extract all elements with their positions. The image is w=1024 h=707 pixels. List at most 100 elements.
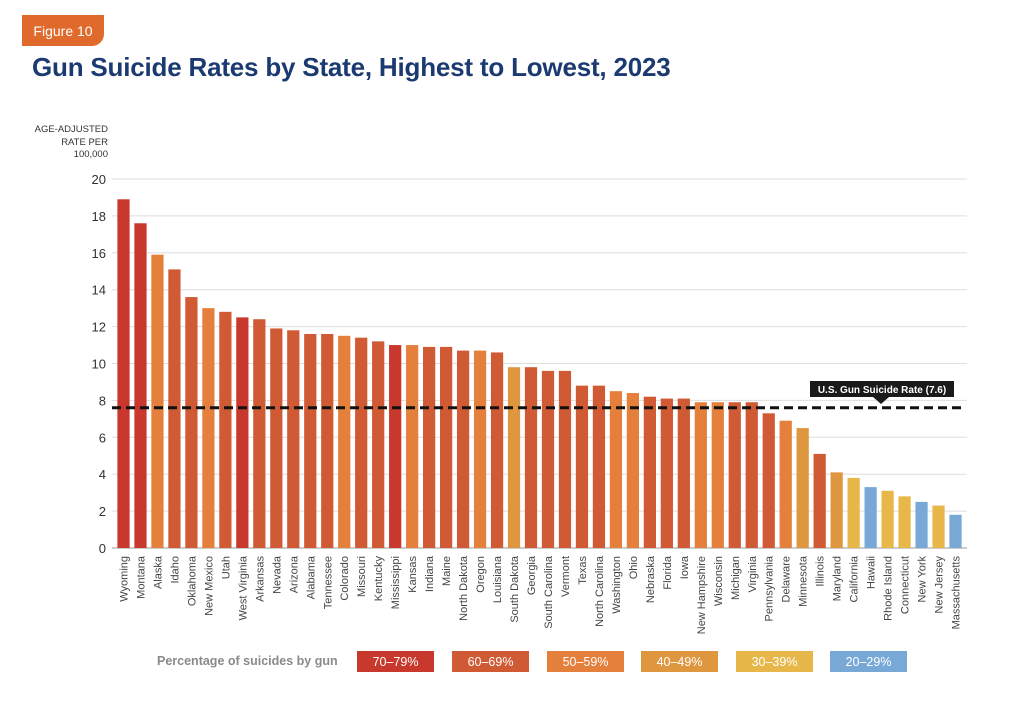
x-tick-label: Texas (577, 556, 589, 585)
y-axis-label: AGE-ADJUSTED RATE PER 100,000 (28, 124, 108, 162)
x-tick-label: Montana (135, 555, 147, 599)
bar (134, 223, 147, 548)
bar (253, 319, 266, 548)
bar (949, 514, 962, 548)
legend-item-70-79: 70–79% (357, 651, 434, 672)
legend-item-40-49: 40–49% (641, 651, 718, 672)
x-tick-label: Maine (441, 556, 453, 586)
bar (507, 367, 521, 548)
x-tick-label: Illinois (815, 556, 827, 587)
bar (541, 370, 555, 548)
bar (745, 402, 758, 548)
bar (813, 453, 826, 548)
x-tick-label: Tennessee (322, 556, 334, 609)
legend-item-60-69: 60–69% (452, 651, 529, 672)
bar (609, 391, 623, 548)
y-tick-label: 6 (99, 430, 106, 445)
x-tick-label: Washington (611, 556, 623, 614)
x-tick-label: Florida (662, 555, 674, 590)
x-tick-label: Missouri (356, 556, 368, 597)
x-tick-label: Colorado (339, 556, 351, 601)
x-tick-label: Wyoming (118, 556, 130, 602)
figure-label: Figure 10 (22, 15, 104, 46)
x-tick-label: Hawaii (866, 556, 878, 589)
legend-item-20-29: 20–29% (830, 651, 907, 672)
x-tick-label: Minnesota (798, 555, 810, 607)
y-tick-label: 16 (92, 246, 106, 261)
y-tick-label: 10 (92, 357, 106, 372)
bar (796, 428, 809, 548)
bar (151, 254, 164, 548)
x-tick-label: New Mexico (203, 556, 215, 616)
y-tick-label: 18 (92, 209, 106, 224)
x-tick-label: Kansas (407, 556, 419, 593)
bar (304, 333, 317, 548)
bar (677, 398, 690, 548)
x-tick-label: South Dakota (509, 555, 521, 623)
x-tick-label: Michigan (730, 556, 742, 600)
bar (779, 420, 792, 548)
x-tick-label: North Carolina (594, 555, 606, 627)
bar (762, 413, 775, 548)
x-tick-label: South Carolina (543, 555, 555, 629)
bar (321, 333, 334, 548)
x-tick-label: Massachusetts (951, 556, 963, 630)
bar (694, 402, 707, 548)
reference-label-box (810, 381, 954, 397)
y-tick-label: 0 (99, 541, 106, 556)
x-tick-label: Arkansas (254, 556, 266, 602)
x-tick-label: West Virginia (237, 555, 249, 620)
bar (728, 402, 741, 548)
bar (915, 501, 928, 548)
y-tick-label: 20 (92, 172, 106, 187)
bar (847, 477, 860, 548)
x-tick-label: Georgia (526, 555, 538, 595)
bar (202, 308, 215, 548)
x-tick-label: Kentucky (373, 556, 385, 602)
x-tick-label: Mississippi (390, 556, 402, 609)
x-tick-label: Wisconsin (713, 556, 725, 606)
bar (864, 487, 877, 548)
y-axis-label-line: 100,000 (73, 149, 108, 160)
bar (711, 402, 724, 548)
x-tick-label: Iowa (679, 555, 691, 579)
x-tick-label: Idaho (169, 556, 181, 584)
bar (524, 367, 538, 548)
bar (439, 346, 453, 548)
bar (643, 396, 656, 548)
bar (830, 472, 843, 548)
y-tick-label: 14 (92, 283, 106, 298)
x-tick-label: Nevada (271, 555, 283, 594)
bar (592, 385, 606, 548)
x-tick-label: New Hampshire (696, 556, 708, 634)
bar (372, 341, 385, 548)
bar (270, 328, 283, 548)
reference-label-pointer (873, 397, 889, 404)
x-tick-label: Pennsylvania (764, 555, 776, 621)
x-tick-label: Oregon (475, 556, 487, 593)
bar (473, 350, 487, 548)
y-tick-label: 4 (99, 467, 106, 482)
chart-title: Gun Suicide Rates by State, Highest to L… (32, 52, 671, 82)
y-tick-label: 8 (99, 393, 106, 408)
y-axis-label-line: AGE-ADJUSTED (34, 124, 108, 135)
bar (660, 398, 673, 548)
y-axis-label-line: RATE PER (61, 136, 108, 148)
x-tick-label: North Dakota (458, 555, 470, 621)
x-tick-label: Vermont (560, 556, 572, 597)
x-tick-label: California (849, 555, 861, 602)
x-tick-label: Alabama (305, 555, 317, 599)
x-tick-label: Oklahoma (186, 555, 198, 606)
x-tick-label: Rhode Island (883, 556, 895, 621)
bar (558, 370, 572, 548)
bar (117, 199, 130, 549)
bar (406, 345, 419, 548)
bar (423, 346, 436, 548)
reference-label: U.S. Gun Suicide Rate (7.6) (818, 385, 946, 396)
y-tick-label: 2 (99, 504, 106, 519)
bar (932, 505, 945, 548)
legend-item-50-59: 50–59% (547, 651, 624, 672)
bar (236, 317, 249, 548)
bar (219, 311, 232, 548)
